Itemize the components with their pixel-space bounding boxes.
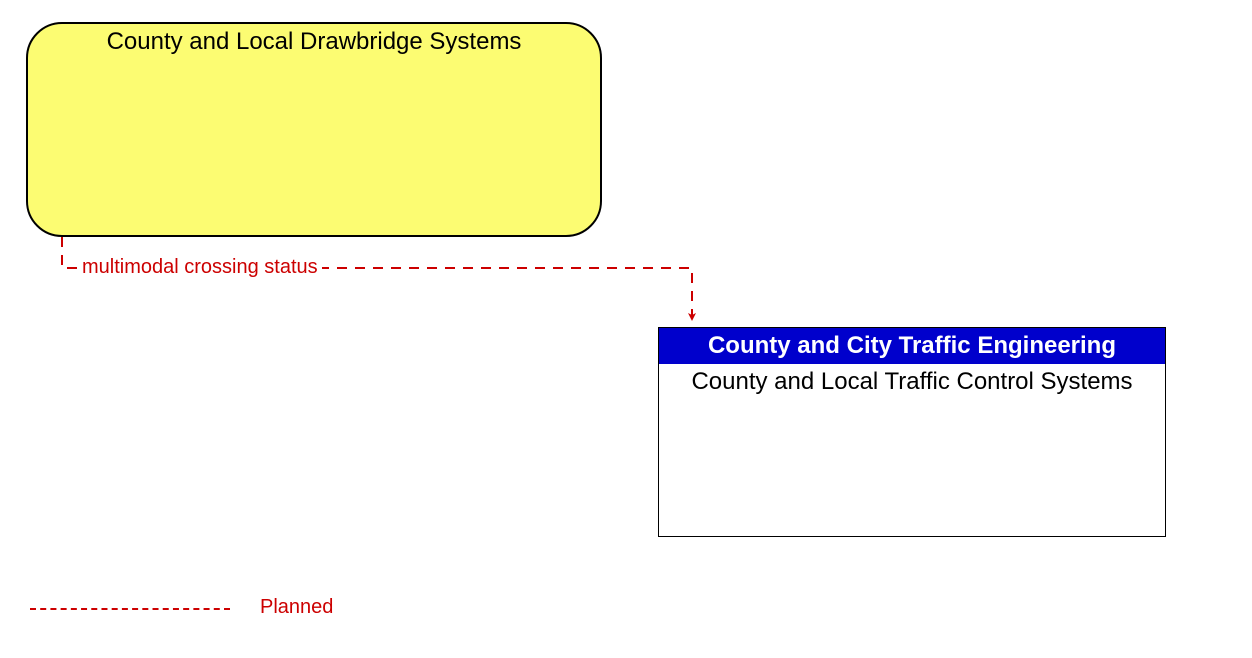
- legend-line-planned: [30, 608, 230, 610]
- node-traffic-control-body: County and Local Traffic Control Systems: [659, 364, 1165, 396]
- node-traffic-control-systems: County and City Traffic Engineering Coun…: [658, 327, 1166, 537]
- edge-label-multimodal: multimodal crossing status: [78, 256, 322, 279]
- node-traffic-control-header: County and City Traffic Engineering: [659, 328, 1165, 364]
- node-drawbridge-title: County and Local Drawbridge Systems: [28, 24, 600, 56]
- legend-label-planned: Planned: [260, 596, 333, 619]
- node-drawbridge-systems: County and Local Drawbridge Systems: [26, 22, 602, 237]
